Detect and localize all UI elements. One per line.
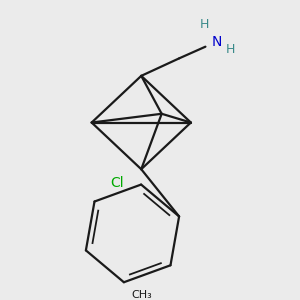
Text: Cl: Cl: [110, 176, 124, 190]
Text: H: H: [226, 43, 235, 56]
Text: N: N: [211, 35, 222, 49]
Text: CH₃: CH₃: [131, 290, 152, 299]
Text: H: H: [199, 18, 209, 31]
